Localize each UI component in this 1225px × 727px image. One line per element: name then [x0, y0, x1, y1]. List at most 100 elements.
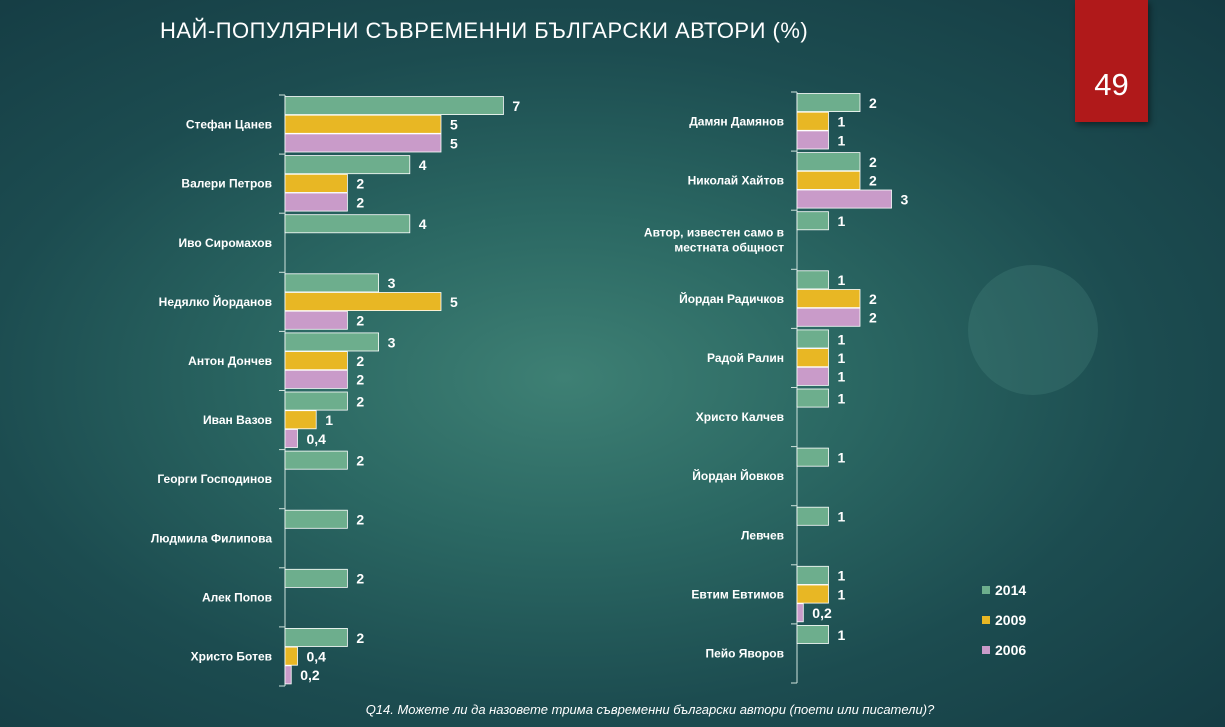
value-label: 2 [356, 194, 364, 210]
value-label: 1 [838, 114, 846, 130]
value-label: 1 [325, 412, 333, 428]
legend-label-2006: 2006 [995, 642, 1026, 658]
decorative-circle [968, 265, 1098, 395]
value-label: 1 [838, 390, 846, 406]
value-label: 2 [356, 176, 364, 192]
value-label: 2 [356, 372, 364, 388]
bar-2009 [796, 289, 861, 309]
legend-swatch-2014 [982, 586, 990, 594]
bar-2009 [284, 646, 298, 666]
bar-2009 [284, 173, 348, 193]
bar-2014 [284, 628, 348, 647]
value-label: 3 [388, 334, 396, 350]
bar-2014 [284, 273, 379, 293]
value-label: 2 [356, 512, 364, 528]
value-label: 2 [356, 313, 364, 329]
category-label: Йордан Радичков [679, 291, 784, 306]
value-label: 2 [869, 291, 877, 307]
value-label: 2 [869, 154, 877, 170]
category-label: местната общност [674, 240, 784, 254]
category-label: Христо Ботев [191, 649, 272, 663]
value-label: 1 [838, 586, 846, 602]
value-label: 1 [838, 213, 846, 229]
bar-2014 [284, 155, 411, 175]
bar-2014 [796, 211, 829, 231]
bar-2009 [284, 114, 442, 134]
bar-2014 [796, 93, 861, 113]
bar-2014 [796, 152, 861, 172]
bar-2014 [284, 214, 411, 234]
value-label: 4 [419, 216, 427, 232]
value-label: 7 [512, 98, 520, 114]
bar-2009 [796, 111, 829, 131]
value-label: 2 [356, 393, 364, 409]
value-label: 0,4 [306, 431, 326, 447]
bar-2014 [284, 391, 348, 411]
category-label: Стефан Цанев [186, 118, 272, 132]
bar-2014 [796, 270, 829, 290]
value-label: 1 [838, 627, 846, 643]
value-label: 3 [901, 191, 909, 207]
value-label: 4 [419, 157, 427, 173]
bar-2014 [284, 332, 379, 352]
bar-2014 [284, 96, 504, 116]
category-label: Радой Ралин [707, 351, 784, 365]
page-number: 49 [1094, 67, 1129, 102]
value-label: 1 [838, 509, 846, 525]
value-label: 2 [869, 173, 877, 189]
value-label: 3 [388, 275, 396, 291]
category-label: Алек Попов [202, 590, 272, 604]
page-title: НАЙ-ПОПУЛЯРНИ СЪВРЕМЕННИ БЪЛГАРСКИ АВТОР… [160, 18, 809, 43]
bar-2006 [284, 665, 292, 685]
value-label: 1 [838, 350, 846, 366]
value-label: 1 [838, 272, 846, 288]
value-label: 5 [450, 135, 458, 151]
category-label: Антон Дончев [188, 354, 272, 368]
category-label: Пейо Яворов [705, 646, 784, 660]
bar-2014 [284, 450, 348, 470]
value-label: 2 [356, 452, 364, 468]
bar-2014 [796, 447, 829, 467]
legend-swatch-2006 [982, 646, 990, 654]
category-label: Николай Хайтов [688, 174, 784, 188]
bar-2009 [284, 351, 348, 371]
value-label: 2 [869, 310, 877, 326]
bar-2009 [796, 584, 829, 604]
bar-2006 [284, 428, 298, 448]
bar-2006 [284, 192, 348, 212]
category-label: Недялко Йорданов [159, 294, 272, 309]
category-label: Иво Сиромахов [178, 236, 272, 250]
value-label: 1 [838, 132, 846, 148]
value-label: 2 [356, 571, 364, 587]
category-label: Валери Петров [181, 177, 272, 191]
category-label: Левчев [741, 528, 784, 542]
value-label: 5 [450, 294, 458, 310]
legend-label-2014: 2014 [995, 582, 1026, 598]
page-number-badge: 49 [1075, 0, 1148, 122]
value-label: 5 [450, 117, 458, 133]
bar-2014 [284, 509, 348, 529]
bar-2006 [796, 307, 861, 327]
bar-2006 [796, 130, 829, 150]
category-label: Людмила Филипова [151, 531, 272, 545]
bar-2014 [796, 506, 829, 526]
bar-2006 [796, 603, 804, 623]
bar-2009 [796, 170, 861, 190]
bar-2009 [284, 410, 317, 430]
value-label: 1 [838, 331, 846, 347]
bar-2006 [284, 369, 348, 389]
category-label: Дамян Дамянов [689, 115, 784, 129]
category-label: Георги Господинов [157, 472, 272, 486]
bar-2009 [284, 292, 442, 312]
value-label: 1 [838, 369, 846, 385]
bar-2006 [284, 310, 348, 330]
category-label: Иван Вазов [203, 413, 272, 427]
value-label: 1 [838, 449, 846, 465]
bar-2014 [796, 565, 829, 585]
value-label: 0,2 [812, 605, 832, 621]
bar-2006 [796, 366, 829, 386]
value-label: 2 [869, 95, 877, 111]
value-label: 2 [356, 630, 364, 646]
bar-2014 [796, 388, 829, 408]
